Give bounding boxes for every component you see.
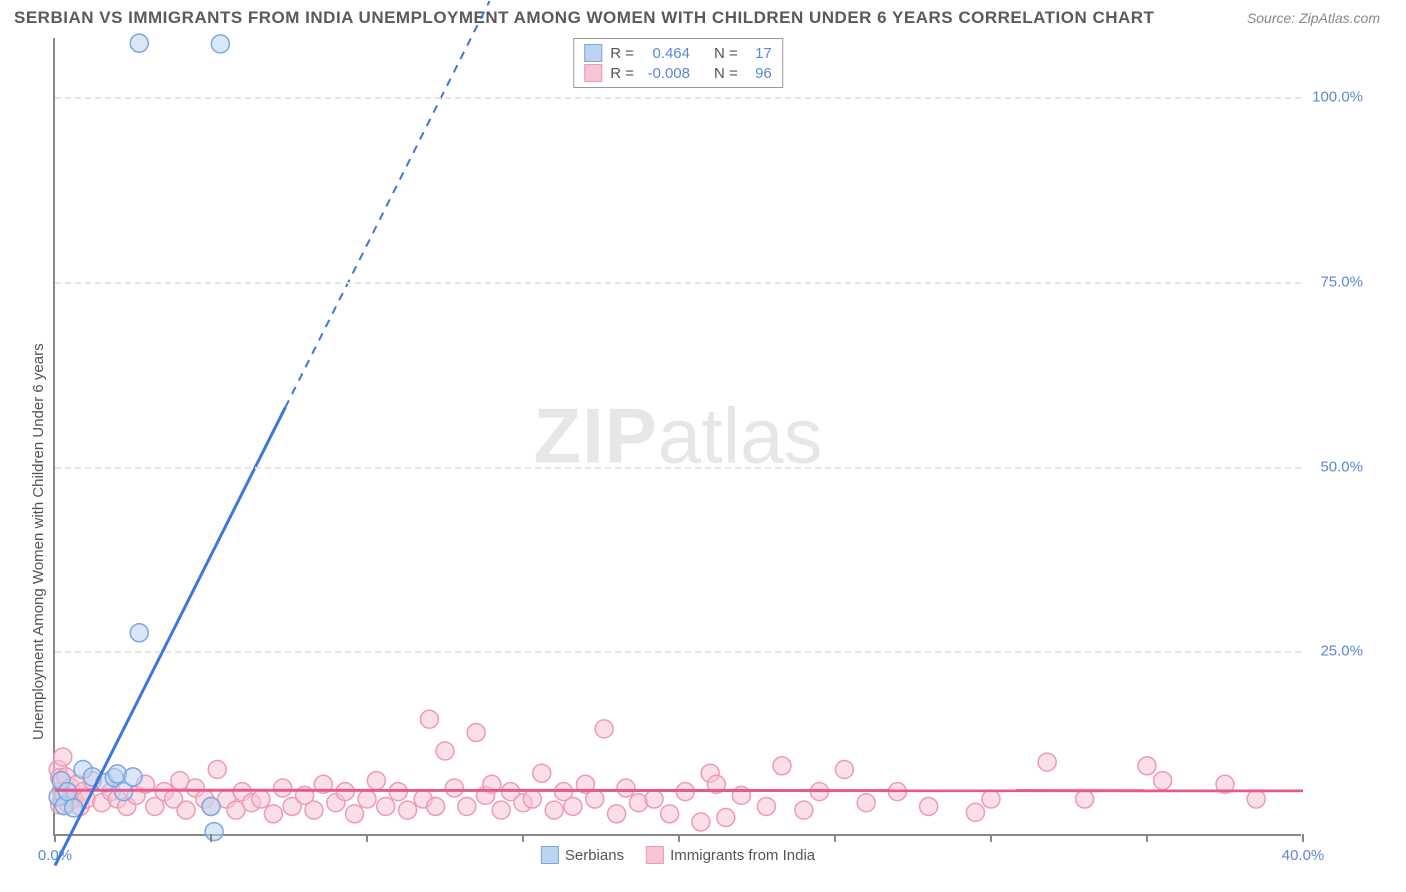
n-label: N = bbox=[714, 65, 738, 82]
legend-swatch-icon bbox=[646, 846, 664, 864]
n-value-serbians: 17 bbox=[746, 45, 772, 62]
correlation-legend: R = 0.464 N = 17 R = -0.008 N = 96 bbox=[573, 38, 783, 88]
y-tick-label: 50.0% bbox=[1320, 458, 1363, 475]
y-axis-label: Unemployment Among Women with Children U… bbox=[30, 343, 47, 740]
legend-label-serbians: Serbians bbox=[565, 847, 624, 864]
r-label: R = bbox=[610, 65, 634, 82]
r-value-india: -0.008 bbox=[642, 65, 690, 82]
r-label: R = bbox=[610, 45, 634, 62]
legend-item-serbians: Serbians bbox=[541, 846, 624, 864]
chart-svg bbox=[55, 38, 1303, 836]
legend-label-india: Immigrants from India bbox=[670, 847, 815, 864]
y-tick-label: 100.0% bbox=[1312, 89, 1363, 106]
legend-row-india: R = -0.008 N = 96 bbox=[584, 63, 772, 83]
chart-container: SERBIAN VS IMMIGRANTS FROM INDIA UNEMPLO… bbox=[0, 0, 1406, 892]
r-value-serbians: 0.464 bbox=[642, 45, 690, 62]
x-tick-label: 0.0% bbox=[38, 847, 72, 864]
source-label: Source: ZipAtlas.com bbox=[1247, 10, 1380, 26]
y-tick-label: 25.0% bbox=[1320, 643, 1363, 660]
x-tick-label: 40.0% bbox=[1282, 847, 1325, 864]
n-label: N = bbox=[714, 45, 738, 62]
n-value-india: 96 bbox=[746, 65, 772, 82]
chart-title: SERBIAN VS IMMIGRANTS FROM INDIA UNEMPLO… bbox=[14, 8, 1154, 28]
legend-row-serbians: R = 0.464 N = 17 bbox=[584, 43, 772, 63]
series-legend: Serbians Immigrants from India bbox=[541, 846, 815, 864]
legend-swatch-icon bbox=[541, 846, 559, 864]
legend-swatch-serbians bbox=[584, 44, 602, 62]
legend-item-india: Immigrants from India bbox=[646, 846, 815, 864]
plot-area: ZIPatlas R = 0.464 N = 17 R = -0.008 N =… bbox=[53, 38, 1301, 836]
legend-swatch-india bbox=[584, 64, 602, 82]
y-tick-label: 75.0% bbox=[1320, 273, 1363, 290]
